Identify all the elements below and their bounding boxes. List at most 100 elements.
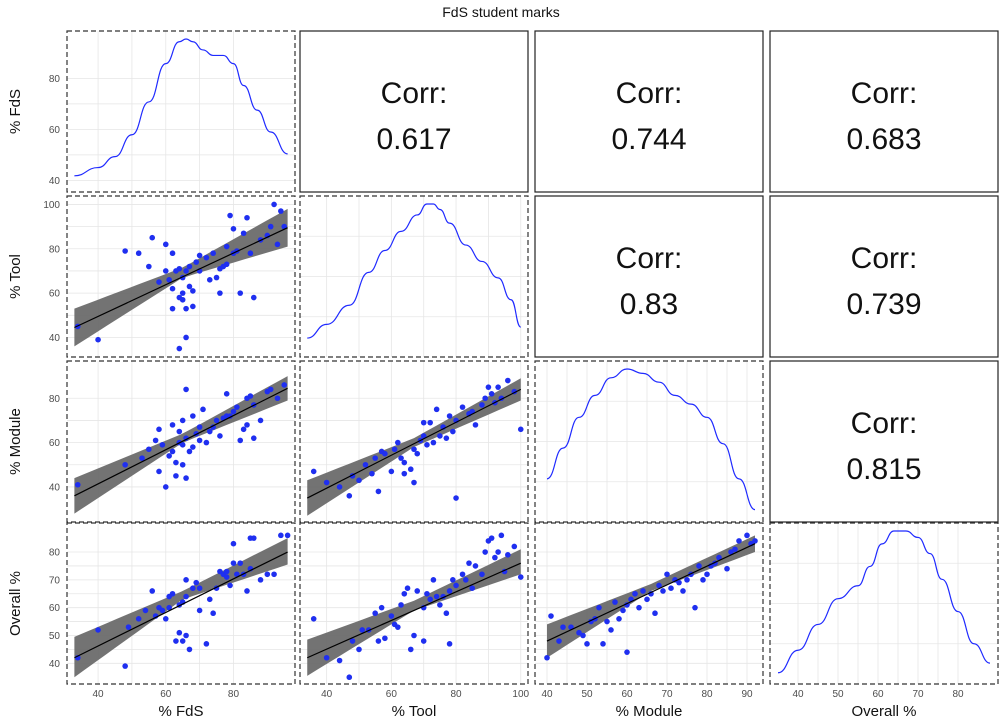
data-point — [244, 422, 250, 428]
corr-value: 0.617 — [376, 123, 451, 156]
data-point — [173, 459, 179, 466]
data-point — [596, 604, 602, 611]
data-point — [210, 250, 216, 257]
data-point — [186, 283, 193, 290]
data-point — [193, 579, 200, 586]
x-tick-label: 60 — [386, 689, 398, 700]
data-point — [420, 419, 427, 426]
panels-layer: Corr:0.617Corr:0.744Corr:0.683Corr:0.83C… — [7, 30, 999, 720]
density-curve — [307, 203, 522, 339]
corr-panel-frame — [534, 30, 764, 193]
data-point — [274, 395, 281, 402]
x-tick-label: 60 — [872, 689, 884, 700]
x-tick-label: 70 — [661, 689, 673, 700]
data-point — [450, 428, 456, 435]
data-point — [206, 277, 213, 283]
data-point — [230, 560, 237, 566]
data-point — [346, 493, 353, 499]
data-point — [156, 426, 162, 433]
data-point — [264, 571, 271, 578]
data-point — [146, 263, 152, 270]
x-tick-label: 50 — [581, 689, 593, 700]
regression-line — [74, 387, 288, 497]
data-point — [179, 638, 186, 644]
data-point — [183, 593, 189, 600]
data-point — [584, 641, 590, 647]
data-point — [196, 607, 203, 614]
y-axis-title: % FdS — [7, 89, 24, 134]
data-point — [443, 435, 450, 441]
data-point — [407, 466, 414, 473]
data-point — [173, 473, 179, 479]
data-point — [372, 610, 378, 617]
data-point — [156, 468, 162, 475]
data-point — [704, 571, 710, 578]
data-point — [401, 459, 408, 466]
data-point — [122, 248, 128, 254]
corr-value: 0.744 — [611, 123, 686, 156]
data-point — [427, 419, 433, 426]
panel-0-3: Corr: 0.683 — [769, 30, 999, 193]
data-point — [183, 386, 189, 393]
data-point — [612, 599, 618, 605]
data-point — [498, 532, 505, 539]
data-point — [336, 484, 343, 490]
x-tick-label: 40 — [321, 689, 333, 700]
data-point — [74, 481, 81, 488]
data-point — [196, 424, 203, 430]
data-point — [240, 426, 247, 433]
data-point — [244, 214, 250, 221]
data-point — [179, 296, 186, 303]
data-point — [223, 574, 230, 580]
data-point — [183, 475, 189, 481]
corr-label: Corr: — [381, 77, 448, 110]
data-point — [281, 382, 288, 388]
data-point — [257, 577, 264, 583]
corr-panel-frame — [299, 30, 529, 193]
panel-0-1: Corr: 0.617 — [299, 30, 529, 193]
data-point — [640, 588, 646, 594]
data-point — [398, 602, 404, 608]
data-point — [234, 404, 240, 410]
data-point — [179, 461, 186, 468]
data-point — [176, 428, 183, 435]
data-point — [206, 428, 213, 435]
data-point — [450, 577, 456, 583]
x-tick-label: 80 — [952, 689, 964, 700]
data-point — [375, 638, 382, 644]
data-point — [391, 446, 398, 453]
data-point — [404, 585, 411, 591]
data-point — [95, 627, 101, 633]
data-point — [752, 538, 758, 544]
y-tick-label: 40 — [49, 482, 61, 493]
data-point — [122, 461, 128, 468]
data-point — [193, 259, 200, 265]
data-point — [162, 268, 169, 274]
data-point — [433, 406, 440, 413]
data-point — [420, 638, 427, 644]
data-point — [356, 646, 362, 653]
data-point — [190, 585, 196, 591]
regression-line — [74, 551, 288, 659]
x-tick-label: 50 — [832, 689, 844, 700]
data-point — [190, 413, 196, 419]
data-point — [183, 577, 189, 583]
data-point — [479, 571, 485, 578]
y-tick-label: 40 — [49, 176, 61, 187]
data-point — [620, 607, 626, 614]
y-tick-label: 70 — [49, 575, 61, 586]
regression-line — [546, 543, 756, 642]
x-axis-title: Overall % — [851, 703, 916, 720]
data-point — [485, 384, 492, 390]
data-point — [505, 377, 511, 384]
data-point — [196, 252, 203, 259]
y-tick-label: 60 — [49, 289, 61, 300]
data-point — [604, 618, 610, 625]
corr-value: 0.739 — [846, 288, 921, 321]
y-tick-label: 80 — [49, 74, 61, 85]
x-tick-label: 80 — [701, 689, 713, 700]
data-point — [664, 571, 670, 578]
data-point — [660, 588, 666, 594]
panel-frame — [66, 30, 296, 193]
data-point — [169, 250, 176, 257]
